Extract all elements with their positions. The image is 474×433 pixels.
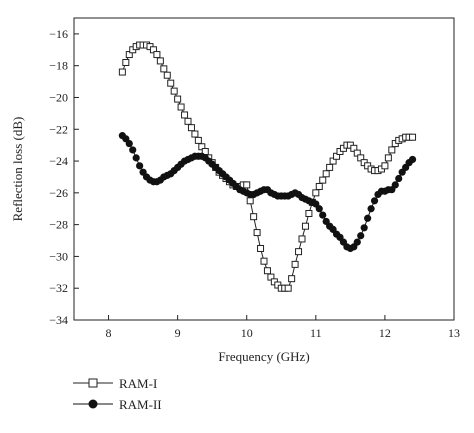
data-point (136, 162, 144, 170)
data-point (288, 275, 296, 283)
data-point (353, 238, 361, 246)
legend-item: RAM-I (73, 376, 157, 391)
data-point (357, 232, 365, 240)
data-point (184, 117, 192, 125)
y-tick-label: −20 (49, 90, 68, 104)
data-point (312, 189, 320, 197)
data-point (319, 211, 327, 219)
data-point (194, 136, 202, 144)
x-tick-label: 11 (310, 326, 322, 340)
x-tick-label: 9 (175, 326, 181, 340)
data-point (257, 244, 265, 252)
data-point (160, 65, 168, 73)
data-point (250, 213, 258, 221)
data-point (187, 124, 195, 132)
data-point (129, 146, 137, 154)
data-point (322, 170, 330, 178)
x-tick-label: 12 (379, 326, 391, 340)
legend-item: RAM-II (73, 397, 162, 412)
series-1 (118, 41, 417, 292)
data-point (132, 154, 140, 162)
data-point (167, 79, 175, 87)
data-point (319, 176, 327, 184)
data-point (326, 163, 334, 171)
data-point (246, 197, 254, 205)
data-point (301, 222, 309, 230)
data-point (295, 248, 303, 256)
data-point (315, 182, 323, 190)
data-point (370, 197, 379, 205)
plot-frame (73, 17, 455, 321)
data-point (263, 267, 271, 275)
y-tick-label: −18 (49, 59, 68, 73)
data-point (253, 229, 261, 237)
y-tick-label: −16 (49, 27, 68, 41)
data-point (118, 68, 126, 76)
data-point (243, 181, 251, 189)
y-tick-label: −28 (49, 218, 68, 232)
legend-marker (88, 399, 98, 409)
y-tick-label: −24 (49, 154, 68, 168)
data-point (291, 260, 299, 268)
data-point (181, 111, 189, 119)
data-point (388, 146, 396, 154)
series-layer (118, 41, 417, 292)
y-tick-label: −30 (49, 249, 68, 263)
data-point (170, 87, 178, 95)
data-point (391, 181, 399, 189)
y-tick-label: −34 (49, 313, 68, 327)
data-point (298, 235, 306, 243)
data-point (384, 154, 392, 162)
data-point (260, 257, 268, 265)
data-point (408, 155, 417, 164)
data-point (156, 57, 164, 65)
data-point (125, 139, 133, 148)
data-point (163, 71, 171, 79)
legend-label: RAM-I (119, 376, 157, 391)
y-axis-label: Reflection loss (dB) (10, 117, 25, 222)
data-point (122, 59, 130, 67)
legend-label: RAM-II (119, 397, 162, 412)
data-point (305, 210, 313, 218)
data-point (284, 284, 292, 292)
series-2 (118, 132, 417, 253)
x-tick-label: 10 (241, 326, 253, 340)
data-point (364, 214, 372, 222)
x-tick-label: 13 (448, 326, 460, 340)
y-tick-label: −26 (49, 186, 68, 200)
data-point (367, 205, 375, 213)
data-point (381, 162, 389, 170)
legend-marker (88, 378, 98, 388)
x-axis-label: Frequency (GHz) (218, 349, 309, 364)
x-tick-label: 8 (106, 326, 112, 340)
y-tick-label: −32 (49, 281, 68, 295)
data-point (315, 205, 323, 213)
y-axis: −34 −32 −30 −28 −26 −24 −22 −20 −18 −16 (49, 27, 79, 327)
x-axis: 8 9 10 11 12 13 (106, 315, 460, 340)
data-point (177, 103, 185, 111)
data-point (409, 133, 417, 141)
data-point (360, 224, 368, 232)
data-point (153, 51, 161, 59)
y-tick-label: −22 (49, 122, 68, 136)
data-point (191, 130, 199, 138)
data-point (395, 174, 403, 183)
data-point (174, 95, 182, 103)
legend: RAM-I RAM-II (73, 376, 162, 412)
